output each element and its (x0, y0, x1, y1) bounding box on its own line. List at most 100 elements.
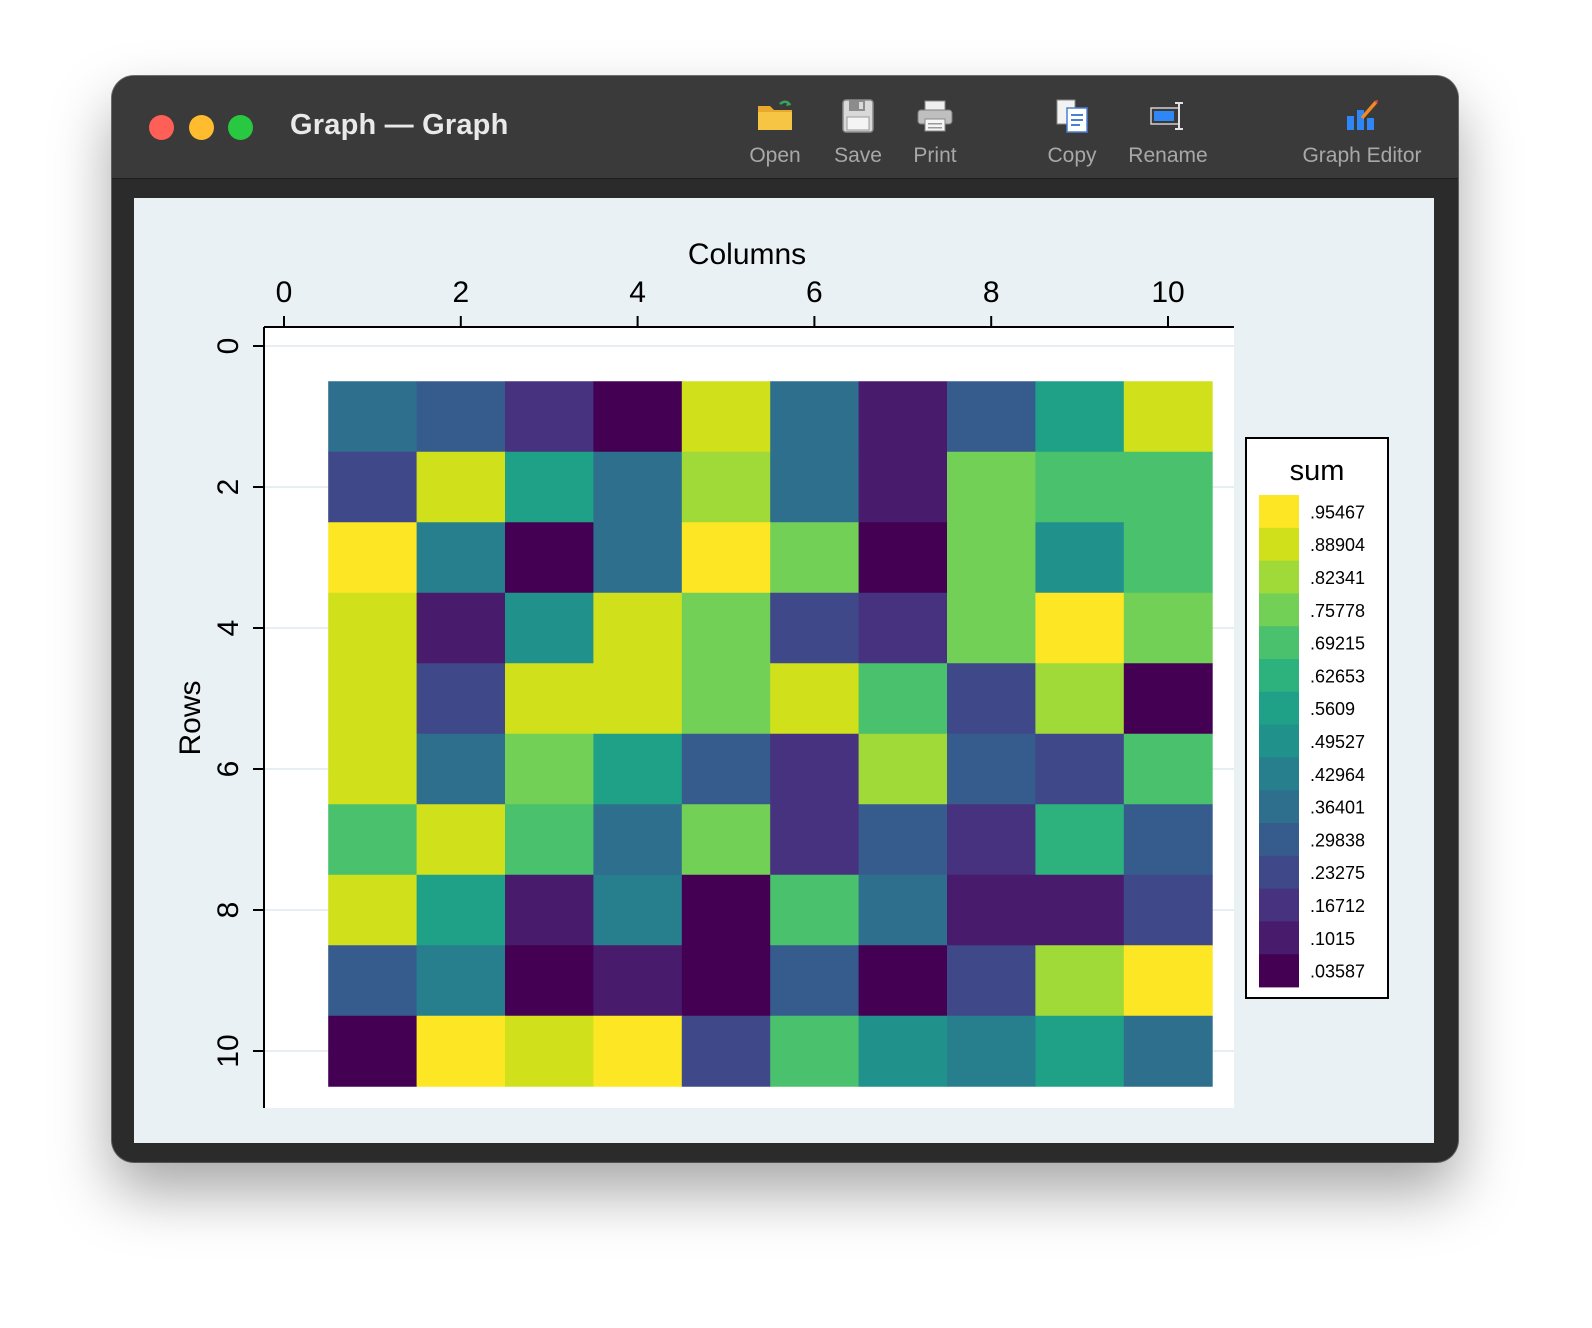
heatmap-cell (328, 451, 418, 523)
heatmap-cell (328, 522, 418, 594)
heatmap-cell (416, 1015, 506, 1087)
heatmap-cell (947, 733, 1036, 805)
printer-icon (905, 96, 965, 136)
heatmap-cell (1035, 592, 1125, 664)
graph-editor-label: Graph Editor (1302, 144, 1422, 167)
heatmap-cell (1123, 451, 1213, 523)
heatmap-cell (1035, 874, 1125, 946)
y-tick-label: 6 (212, 761, 245, 778)
heatmap-cell (858, 945, 948, 1017)
legend-label: .29838 (1310, 830, 1365, 850)
minimize-window-button[interactable] (189, 115, 214, 140)
heatmap-cell (770, 945, 860, 1017)
legend-label: .16712 (1310, 896, 1365, 916)
heatmap-cell (505, 663, 594, 735)
heatmap-cell (328, 945, 418, 1017)
heatmap-cell (770, 451, 860, 523)
heatmap-cell (947, 663, 1036, 735)
floppy-disk-icon (828, 96, 888, 136)
heatmap-cell (770, 874, 860, 946)
open-label: Open (749, 144, 801, 167)
heatmap-cell (858, 663, 948, 735)
heatmap-cell (770, 522, 860, 594)
legend-swatch (1259, 593, 1299, 627)
legend-swatch (1259, 724, 1299, 758)
heatmap-cell (947, 1015, 1036, 1087)
heatmap-cell (770, 733, 860, 805)
heatmap-cell (858, 874, 948, 946)
heatmap-cell (1123, 945, 1213, 1017)
heatmap-cell (328, 1015, 418, 1087)
heatmap-cell (1035, 381, 1125, 453)
graph-window: Graph — Graph Open (112, 76, 1458, 1162)
copy-button[interactable]: Copy (1042, 96, 1102, 168)
heatmap-cell (593, 381, 683, 453)
legend-label: .23275 (1310, 863, 1365, 883)
heatmap-cell (416, 733, 506, 805)
heatmap-cell (681, 874, 771, 946)
x-tick-label: 0 (276, 276, 293, 309)
heatmap-cell (681, 804, 771, 876)
graph-editor-button[interactable]: Graph Editor (1292, 96, 1432, 168)
heatmap-cell (593, 733, 683, 805)
legend-swatch (1259, 527, 1299, 561)
heatmap-cell (416, 663, 506, 735)
legend-swatch (1259, 790, 1299, 824)
legend-label: .69215 (1310, 634, 1365, 654)
heatmap-cell (1123, 733, 1213, 805)
heatmap-cell (593, 522, 683, 594)
heatmap-cell (328, 663, 418, 735)
heatmap-cell (947, 451, 1036, 523)
heatmap-cell (593, 804, 683, 876)
heatmap-cell (593, 874, 683, 946)
heatmap-cell (858, 522, 948, 594)
open-button[interactable]: Open (745, 96, 805, 168)
heatmap-cell (328, 592, 418, 664)
legend-label: .95467 (1310, 502, 1365, 522)
heatmap-cell (770, 663, 860, 735)
print-label: Print (913, 144, 957, 167)
heatmap-cell (505, 592, 594, 664)
heatmap-cell (416, 381, 506, 453)
legend-swatch (1259, 560, 1299, 594)
legend-label: .88904 (1310, 535, 1365, 555)
heatmap-cell (505, 1015, 594, 1087)
legend-label: .62653 (1310, 666, 1365, 686)
heatmap-cell (858, 592, 948, 664)
save-button[interactable]: Save (828, 96, 888, 168)
rename-button[interactable]: Rename (1122, 96, 1214, 168)
y-tick-label: 8 (212, 902, 245, 919)
heatmap-cell (1035, 451, 1125, 523)
graph-area: 0 2 4 6 8 10 0 2 4 6 8 10 Columns Rows sum .95467 .88… (134, 198, 1434, 1143)
close-window-button[interactable] (149, 115, 174, 140)
heatmap-cell (681, 522, 771, 594)
save-label: Save (834, 144, 882, 167)
heatmap-cell (505, 381, 594, 453)
print-button[interactable]: Print (905, 96, 965, 168)
heatmap-cell (1035, 733, 1125, 805)
legend-swatch (1259, 888, 1299, 922)
open-folder-icon (745, 96, 805, 136)
legend-swatch (1259, 691, 1299, 725)
heatmap-cell (770, 592, 860, 664)
heatmap-cell (681, 733, 771, 805)
heatmap-cell (1123, 874, 1213, 946)
y-tick-label: 2 (212, 479, 245, 496)
x-tick-label: 2 (452, 276, 469, 309)
legend-label: .75778 (1310, 601, 1365, 621)
legend-swatch (1259, 823, 1299, 857)
legend-label: .5609 (1310, 699, 1355, 719)
legend-swatch (1259, 954, 1299, 988)
graph-editor-icon (1292, 96, 1432, 136)
heatmap-cell (681, 451, 771, 523)
copy-icon (1042, 96, 1102, 136)
heatmap-cell (328, 804, 418, 876)
heatmap-cell (681, 945, 771, 1017)
heatmap-cell (1123, 663, 1213, 735)
zoom-window-button[interactable] (228, 115, 253, 140)
heatmap-cell (770, 1015, 860, 1087)
heatmap-cell (593, 1015, 683, 1087)
y-tick-label: 0 (212, 338, 245, 355)
legend-swatch (1259, 495, 1299, 529)
heatmap-cell (416, 945, 506, 1017)
